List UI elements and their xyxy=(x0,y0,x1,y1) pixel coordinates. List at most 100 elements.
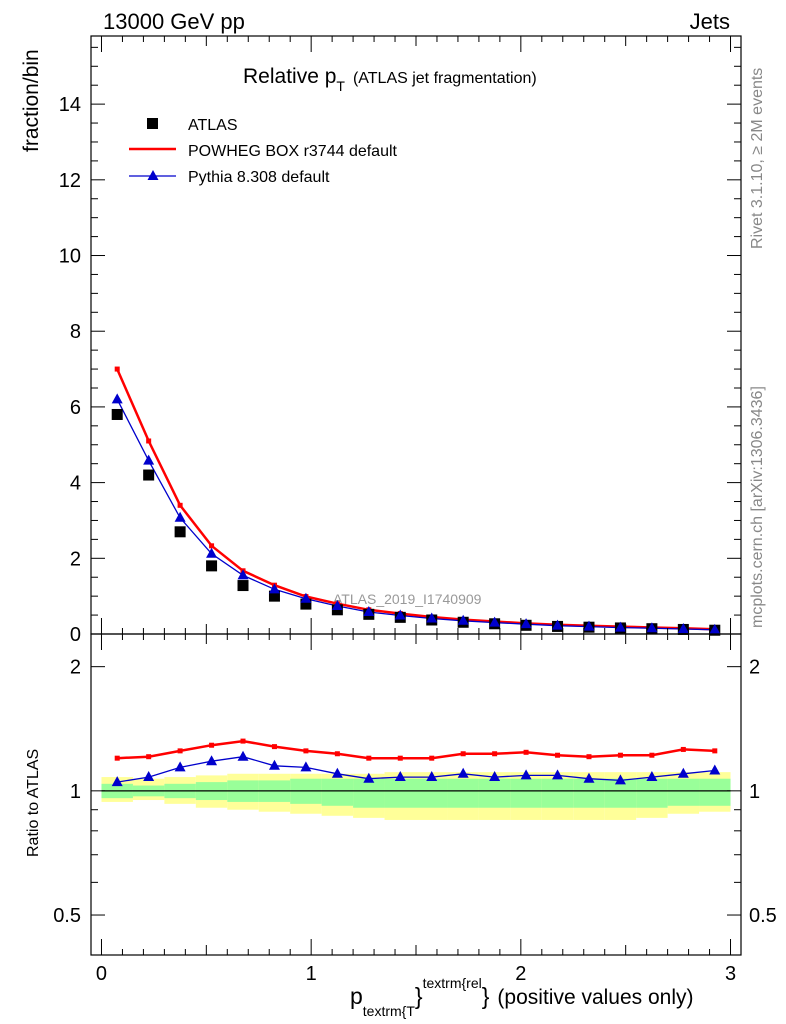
stat-uncertainty-band xyxy=(321,778,354,806)
pythia-point xyxy=(331,599,343,610)
pythia-point xyxy=(426,612,438,623)
ratio-panel-data xyxy=(111,738,721,787)
pythia-ratio-point xyxy=(646,771,658,782)
ratio-y-tick-label: 2 xyxy=(70,657,81,679)
pythia-ratio-point xyxy=(394,771,406,782)
powheg-ratio-point xyxy=(146,754,152,760)
powheg-ratio-point xyxy=(429,755,435,761)
analysis-label: ATLAS_2019_I1740909 xyxy=(333,591,482,607)
pythia-ratio-point xyxy=(677,767,689,778)
powheg-ratio-point xyxy=(334,751,340,757)
header-jets: Jets xyxy=(690,9,730,34)
stat-uncertainty-band xyxy=(573,778,605,808)
powheg-ratio-point xyxy=(492,751,498,757)
powheg-ratio-point xyxy=(271,744,277,750)
ratio-y-tick-label-right: 2 xyxy=(749,657,760,679)
header-energy: 13000 GeV pp xyxy=(103,9,245,34)
atlas-point xyxy=(237,580,249,592)
powheg-ratio-point xyxy=(397,755,403,761)
powheg-point xyxy=(177,502,183,508)
pythia-point xyxy=(489,616,501,627)
pythia-point xyxy=(552,619,564,630)
powheg-point xyxy=(146,438,152,444)
pythia-ratio-point xyxy=(143,771,155,782)
powheg-ratio-point xyxy=(177,748,183,754)
y-tick-label: 8 xyxy=(70,321,81,343)
stat-uncertainty-band xyxy=(636,778,668,808)
powheg-ratio-point xyxy=(586,754,592,760)
stat-uncertainty-band xyxy=(699,778,731,806)
stat-uncertainty-band xyxy=(667,778,700,806)
stat-uncertainty-band xyxy=(416,778,448,808)
powheg-ratio-point xyxy=(712,748,718,754)
stat-uncertainty-band xyxy=(353,778,385,808)
pythia-point xyxy=(583,620,595,631)
legend: ATLAS POWHEG BOX r3744 default Pythia 8.… xyxy=(129,117,398,186)
mcplots-label: mcplots.cern.ch [arXiv:1306.3436] xyxy=(749,386,766,628)
pythia-ratio-point xyxy=(426,771,438,782)
powheg-ratio-point xyxy=(114,755,120,761)
pythia-point xyxy=(457,614,469,625)
x-tick-label: 0 xyxy=(96,963,107,985)
y-tick-label: 2 xyxy=(70,548,81,570)
pythia-point xyxy=(268,583,280,594)
pythia-point xyxy=(206,547,218,558)
y-tick-label: 0 xyxy=(70,624,81,646)
powheg-ratio-line xyxy=(117,739,715,760)
stat-uncertainty-band xyxy=(447,778,479,808)
y-axis-label: fraction/bin xyxy=(20,49,43,152)
atlas-point xyxy=(268,590,280,602)
pythia-ratio-point xyxy=(111,776,123,787)
x-axis-label: ptextrm{T}textrm{rel} (positive values on… xyxy=(350,975,694,1019)
legend-label-powheg: POWHEG BOX r3744 default xyxy=(188,143,398,160)
powheg-ratio-point xyxy=(366,755,372,761)
pythia-ratio-point xyxy=(709,764,721,775)
rivet-label: Rivet 3.1.10, ≥ 2M events xyxy=(749,68,766,249)
stat-uncertainty-band xyxy=(384,778,416,808)
y-tick-label: 6 xyxy=(70,397,81,419)
y-tick-label: 4 xyxy=(70,473,81,495)
pythia-point xyxy=(143,454,155,465)
pythia-ratio-point xyxy=(552,769,564,780)
pythia-ratio-point xyxy=(489,771,501,782)
pythia-point xyxy=(174,511,186,522)
chart-title: Relative pT (ATLAS jet fragmentation) xyxy=(243,65,537,94)
legend-marker-atlas xyxy=(147,118,158,129)
stat-uncertainty-band xyxy=(478,778,511,808)
atlas-point xyxy=(206,560,218,572)
powheg-ratio-point xyxy=(649,752,655,758)
pythia-point xyxy=(677,623,689,634)
powheg-ratio-point xyxy=(240,738,246,744)
pythia-ratio-point xyxy=(300,761,312,772)
powheg-point xyxy=(114,366,120,372)
atlas-point xyxy=(174,526,186,538)
pythia-ratio-point xyxy=(174,761,186,772)
pythia-ratio-point xyxy=(268,759,280,770)
x-tick-label: 1 xyxy=(306,963,317,985)
powheg-ratio-point xyxy=(460,751,466,757)
powheg-ratio-point xyxy=(303,748,309,754)
powheg-ratio-point xyxy=(617,752,623,758)
ratio-y-tick-label-right: 1 xyxy=(749,781,760,803)
powheg-point xyxy=(209,543,215,549)
powheg-ratio-point xyxy=(555,752,561,758)
atlas-point xyxy=(143,469,155,481)
stat-uncertainty-band xyxy=(541,778,574,808)
pythia-ratio-point xyxy=(583,772,595,783)
y-tick-label: 10 xyxy=(59,246,81,268)
ratio-y-axis-label: Ratio to ATLAS xyxy=(25,749,42,857)
x-tick-label: 2 xyxy=(515,963,526,985)
ratio-y-tick-label: 1 xyxy=(70,781,81,803)
pythia-point xyxy=(111,393,123,404)
pythia-ratio-point xyxy=(237,750,249,761)
atlas-point xyxy=(111,408,123,420)
pythia-point xyxy=(520,618,532,629)
pythia-point xyxy=(614,621,626,632)
pythia-ratio-point xyxy=(331,767,343,778)
pythia-ratio-line xyxy=(117,756,715,783)
pythia-point xyxy=(237,569,249,580)
x-tick-label: 3 xyxy=(725,963,736,985)
y-tick-label: 12 xyxy=(59,170,81,192)
